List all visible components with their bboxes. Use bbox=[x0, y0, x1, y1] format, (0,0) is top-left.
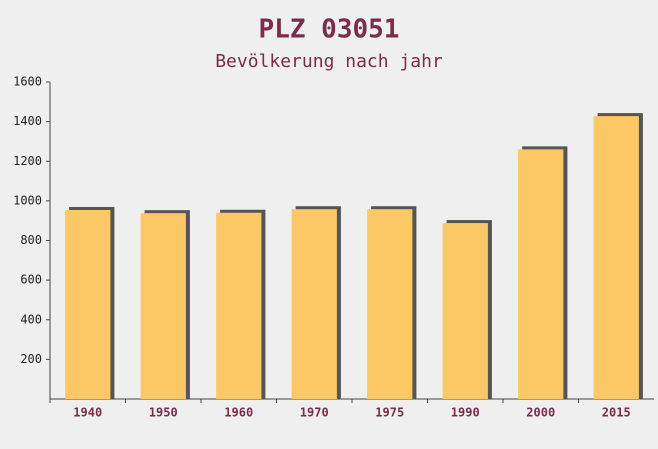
bar bbox=[442, 223, 488, 399]
x-tick-label: 1990 bbox=[451, 406, 480, 420]
bar bbox=[216, 212, 262, 399]
x-tick-label: 2000 bbox=[526, 406, 555, 420]
y-tick-label: 400 bbox=[20, 312, 42, 326]
y-tick-label: 800 bbox=[20, 233, 42, 247]
bar bbox=[65, 209, 111, 399]
x-tick-label: 1960 bbox=[224, 406, 253, 420]
x-tick-label: 1970 bbox=[300, 406, 329, 420]
y-tick-label: 200 bbox=[20, 352, 42, 366]
x-tick-label: 1940 bbox=[73, 406, 102, 420]
chart-subtitle: Bevölkerung nach jahr bbox=[215, 51, 443, 72]
chart-title: PLZ 03051 bbox=[259, 15, 400, 45]
y-tick-label: 1600 bbox=[13, 75, 42, 89]
x-tick-label: 1975 bbox=[375, 406, 404, 420]
bar bbox=[367, 209, 413, 399]
x-tick-label: 2015 bbox=[602, 406, 631, 420]
y-tick-label: 1200 bbox=[13, 154, 42, 168]
bar bbox=[140, 213, 186, 399]
y-tick-label: 1400 bbox=[13, 114, 42, 128]
bar bbox=[518, 149, 564, 399]
bar bbox=[593, 116, 639, 399]
x-tick-label: 1950 bbox=[149, 406, 178, 420]
bar bbox=[291, 209, 337, 399]
y-tick-label: 1000 bbox=[13, 193, 42, 207]
y-tick-label: 600 bbox=[20, 273, 42, 287]
